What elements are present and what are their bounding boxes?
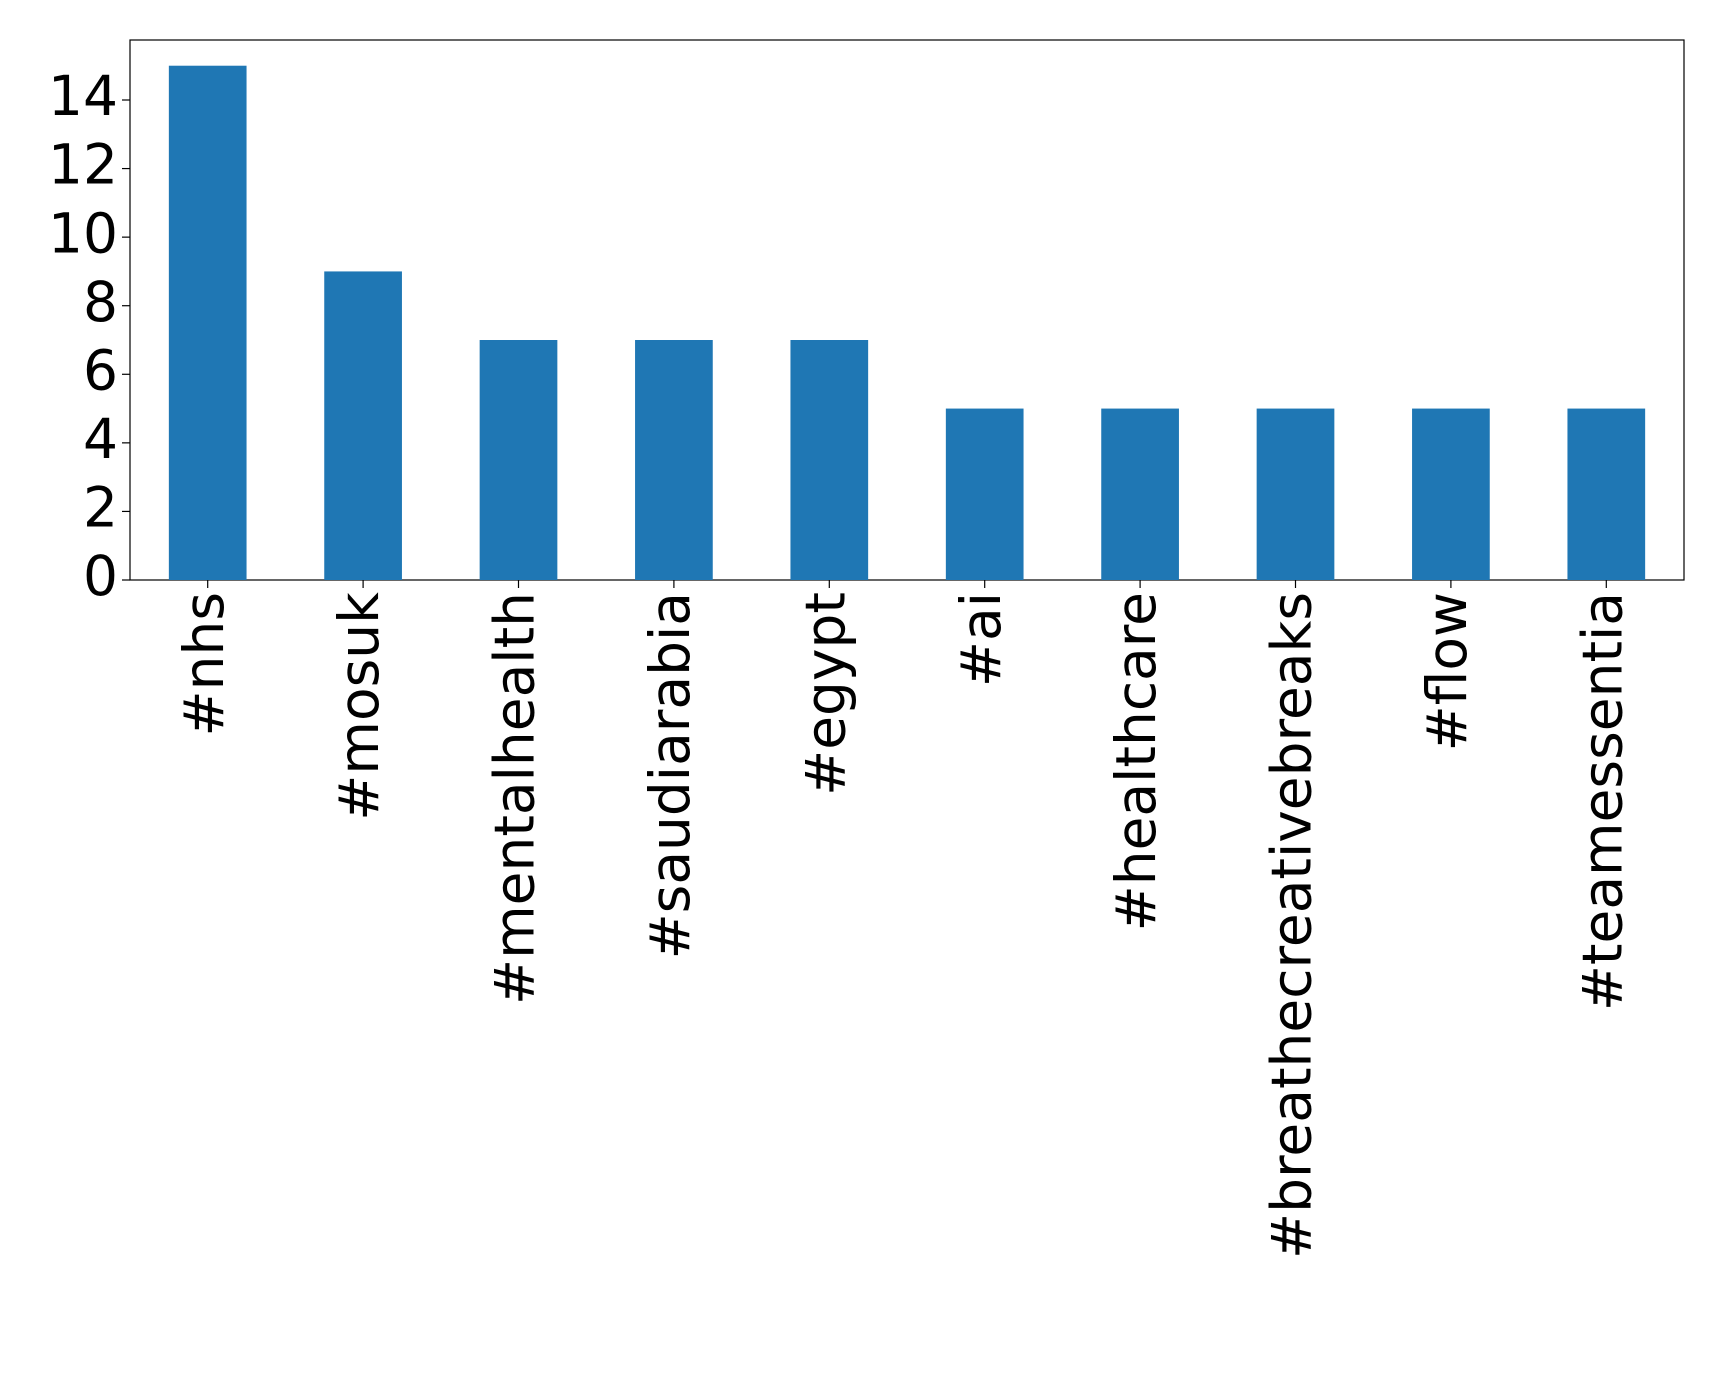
y-tick-label: 0 (83, 544, 118, 608)
x-tick-label: #breathecreativebreaks (1260, 592, 1324, 1259)
bar (479, 340, 558, 580)
y-tick-label: 8 (83, 270, 118, 334)
y-tick-label: 4 (83, 407, 118, 471)
bar (1567, 408, 1646, 580)
x-tick-label: #mosuk (327, 592, 391, 821)
y-tick-label: 2 (83, 476, 118, 540)
y-tick-label: 14 (48, 64, 118, 128)
x-tick-label: #nhs (172, 592, 236, 736)
x-tick-label: #flow (1415, 592, 1479, 751)
x-tick-label: #saudiarabia (638, 592, 702, 959)
y-tick-label: 10 (48, 201, 118, 265)
bar (168, 65, 247, 580)
bar (1412, 408, 1490, 580)
bar (945, 408, 1024, 580)
bar (1256, 408, 1335, 580)
plot-frame (129, 39, 1685, 581)
x-tick-label: #healthcare (1104, 592, 1168, 931)
x-tick-label: #teamessentia (1570, 592, 1634, 1011)
y-tick-label: 12 (48, 133, 118, 197)
x-tick-label: #mentalhealth (483, 592, 547, 1005)
bar (635, 340, 713, 580)
bar (1101, 408, 1179, 580)
bar (324, 271, 402, 580)
y-tick-label: 6 (83, 338, 118, 402)
x-tick-label: #ai (949, 592, 1013, 687)
x-tick-label: #egypt (793, 592, 857, 796)
bar (790, 340, 869, 580)
